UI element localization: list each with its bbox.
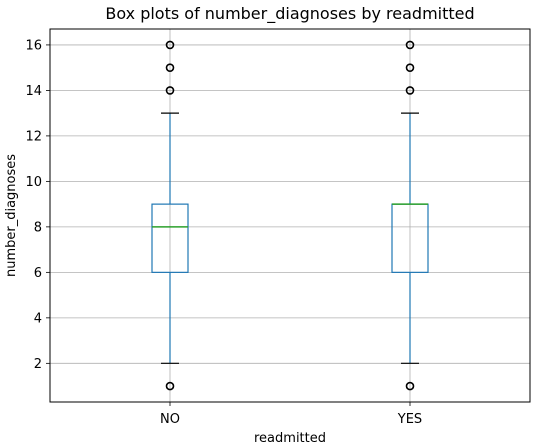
box-no [151,40,189,391]
y-axis-label: number_diagnoses [4,154,19,277]
outlier-point [405,381,415,391]
outlier-point [165,86,175,95]
y-tick-label: 8 [34,220,42,235]
plot-area [50,29,530,402]
y-tick-label: 10 [25,175,42,190]
outlier-point [405,63,415,72]
outlier-point [405,86,415,95]
y-tick-label: 2 [34,357,42,372]
outlier-point [165,381,175,391]
plot-frame [49,28,531,403]
chart-title: Box plots of number_diagnoses by readmit… [105,4,474,24]
outlier-point [165,63,175,72]
y-tick-label: 14 [25,84,42,99]
iqr-box [151,203,189,273]
x-tick-label: NO [160,412,180,427]
x-tick-label: YES [397,412,422,427]
y-tick-label: 16 [25,38,42,53]
outlier-point [405,40,415,50]
box-yes [391,40,429,391]
box-group [151,40,429,391]
outlier-point [165,40,175,50]
y-tick-label: 6 [34,266,42,281]
x-axis: NO YES [160,402,422,427]
y-tick-label: 4 [34,311,42,326]
x-axis-label: readmitted [254,431,326,446]
y-tick-label: 12 [25,129,42,144]
y-axis: 2 4 6 8 10 12 14 16 [25,38,50,372]
